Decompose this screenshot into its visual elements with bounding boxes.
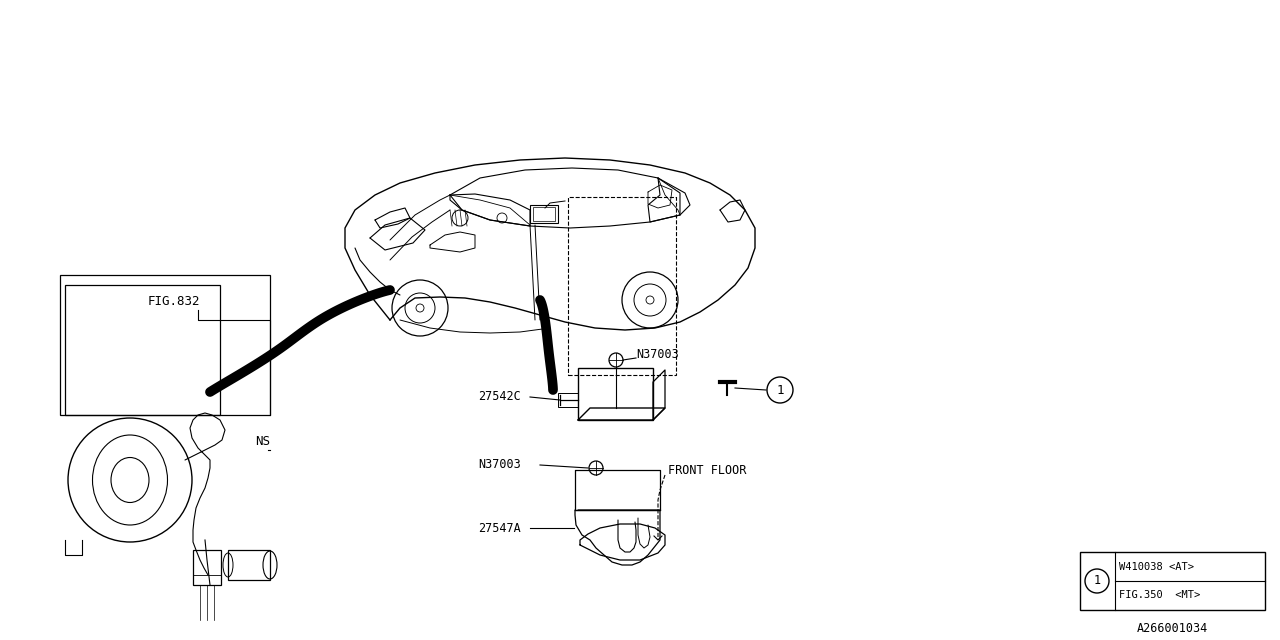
Text: A266001034: A266001034 xyxy=(1137,621,1207,634)
Text: 27542C: 27542C xyxy=(477,390,521,403)
Bar xyxy=(558,393,579,407)
Bar xyxy=(228,550,270,580)
Text: FRONT FLOOR: FRONT FLOOR xyxy=(668,463,746,477)
Bar xyxy=(530,205,558,223)
Text: N37003: N37003 xyxy=(477,458,521,472)
Text: N37003: N37003 xyxy=(636,349,678,362)
Bar xyxy=(193,550,221,585)
Bar xyxy=(579,368,653,420)
Bar xyxy=(60,275,270,415)
Text: FIG.350  <MT>: FIG.350 <MT> xyxy=(1119,591,1201,600)
Text: FIG.832: FIG.832 xyxy=(148,295,201,308)
Text: W410038 <AT>: W410038 <AT> xyxy=(1119,561,1194,572)
Bar xyxy=(532,207,556,221)
Bar xyxy=(568,197,676,375)
Text: NS: NS xyxy=(255,435,270,448)
Text: 1: 1 xyxy=(1093,575,1101,588)
Text: 1: 1 xyxy=(776,383,783,397)
Text: 27547A: 27547A xyxy=(477,522,521,534)
Bar xyxy=(1080,552,1265,610)
Bar xyxy=(65,285,220,415)
